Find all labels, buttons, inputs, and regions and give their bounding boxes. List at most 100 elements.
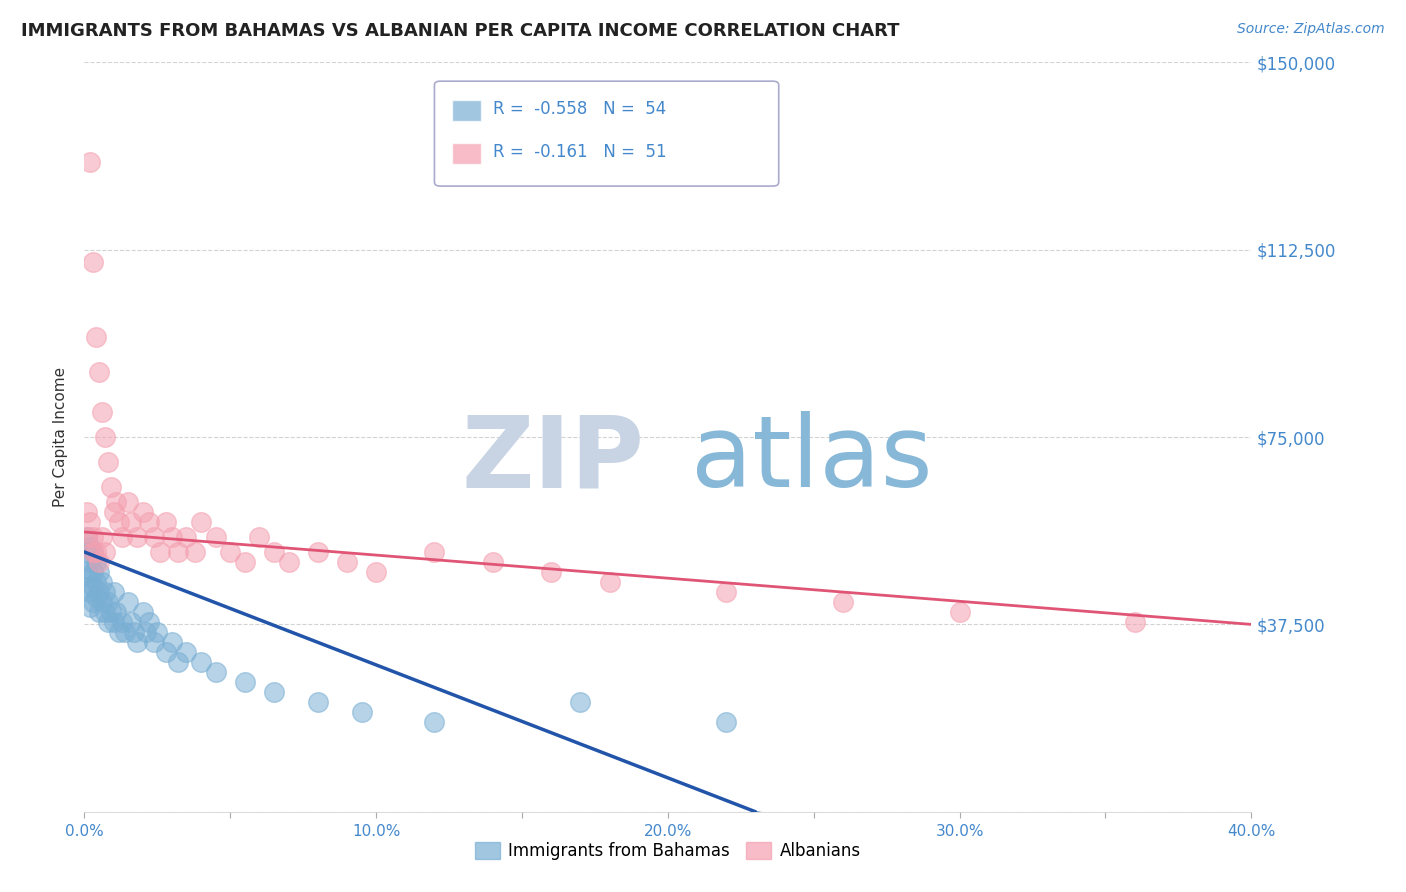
Point [117, 495, 139, 509]
Point [87, 585, 110, 599]
Point [149, 545, 172, 559]
Point [155, 645, 177, 659]
Point [90, 595, 112, 609]
Point [82, 530, 104, 544]
Point [1123, 615, 1146, 629]
Point [82, 580, 104, 594]
Text: R =  -0.161   N =  51: R = -0.161 N = 51 [494, 144, 666, 161]
Point [76, 530, 98, 544]
Point [79, 555, 101, 569]
FancyBboxPatch shape [434, 81, 779, 186]
Point [307, 695, 329, 709]
Point [233, 674, 256, 689]
Point [540, 565, 562, 579]
Point [97, 595, 120, 609]
Legend: Immigrants from Bahamas, Albanians: Immigrants from Bahamas, Albanians [468, 836, 868, 867]
Point [135, 624, 157, 639]
Point [76, 565, 98, 579]
Point [120, 615, 142, 629]
Text: Source: ZipAtlas.com: Source: ZipAtlas.com [1237, 22, 1385, 37]
Point [366, 565, 388, 579]
Point [100, 605, 122, 619]
Point [84, 574, 107, 589]
Point [190, 655, 212, 669]
Point [204, 665, 226, 679]
Point [90, 405, 112, 419]
Point [949, 605, 972, 619]
Point [138, 515, 160, 529]
Point [336, 555, 359, 569]
Point [79, 155, 101, 169]
Point [108, 515, 131, 529]
Point [160, 530, 183, 544]
Point [146, 624, 169, 639]
Point [79, 515, 101, 529]
Point [79, 599, 101, 614]
Point [263, 545, 285, 559]
Point [105, 605, 128, 619]
Point [219, 545, 242, 559]
FancyBboxPatch shape [451, 100, 481, 121]
Point [94, 605, 117, 619]
Point [87, 365, 110, 379]
Point [84, 590, 107, 604]
Text: atlas: atlas [692, 411, 932, 508]
Point [82, 545, 104, 559]
Point [190, 515, 212, 529]
Point [76, 545, 98, 559]
Point [84, 330, 107, 344]
Point [111, 615, 134, 629]
Point [76, 580, 98, 594]
Point [103, 615, 125, 629]
Point [76, 505, 98, 519]
Point [263, 685, 285, 699]
Point [132, 605, 155, 619]
Point [90, 530, 112, 544]
Point [125, 635, 148, 649]
Text: ZIP: ZIP [461, 411, 644, 508]
Point [82, 255, 104, 269]
Point [599, 574, 621, 589]
Point [122, 624, 145, 639]
Point [82, 565, 104, 579]
Point [117, 595, 139, 609]
Point [84, 545, 107, 559]
Point [103, 585, 125, 599]
Point [82, 595, 104, 609]
Point [111, 530, 134, 544]
Point [120, 515, 142, 529]
Point [100, 480, 122, 494]
Point [423, 545, 446, 559]
Point [103, 505, 125, 519]
FancyBboxPatch shape [451, 143, 481, 163]
Point [84, 555, 107, 569]
Point [108, 624, 131, 639]
Point [569, 695, 592, 709]
Point [138, 615, 160, 629]
Point [143, 635, 166, 649]
Point [114, 624, 136, 639]
Point [423, 714, 446, 729]
Point [233, 555, 256, 569]
Point [87, 605, 110, 619]
Point [79, 585, 101, 599]
Point [97, 455, 120, 469]
Point [716, 585, 738, 599]
Point [94, 545, 117, 559]
Point [94, 430, 117, 444]
Point [105, 495, 128, 509]
Point [79, 540, 101, 554]
Point [832, 595, 855, 609]
Point [160, 635, 183, 649]
Point [307, 545, 329, 559]
Point [184, 545, 207, 559]
Point [143, 530, 166, 544]
Point [176, 645, 198, 659]
Point [132, 505, 155, 519]
Point [176, 530, 198, 544]
Point [76, 530, 98, 544]
Point [125, 530, 148, 544]
Point [716, 714, 738, 729]
Point [87, 555, 110, 569]
Text: R =  -0.558   N =  54: R = -0.558 N = 54 [494, 100, 666, 118]
